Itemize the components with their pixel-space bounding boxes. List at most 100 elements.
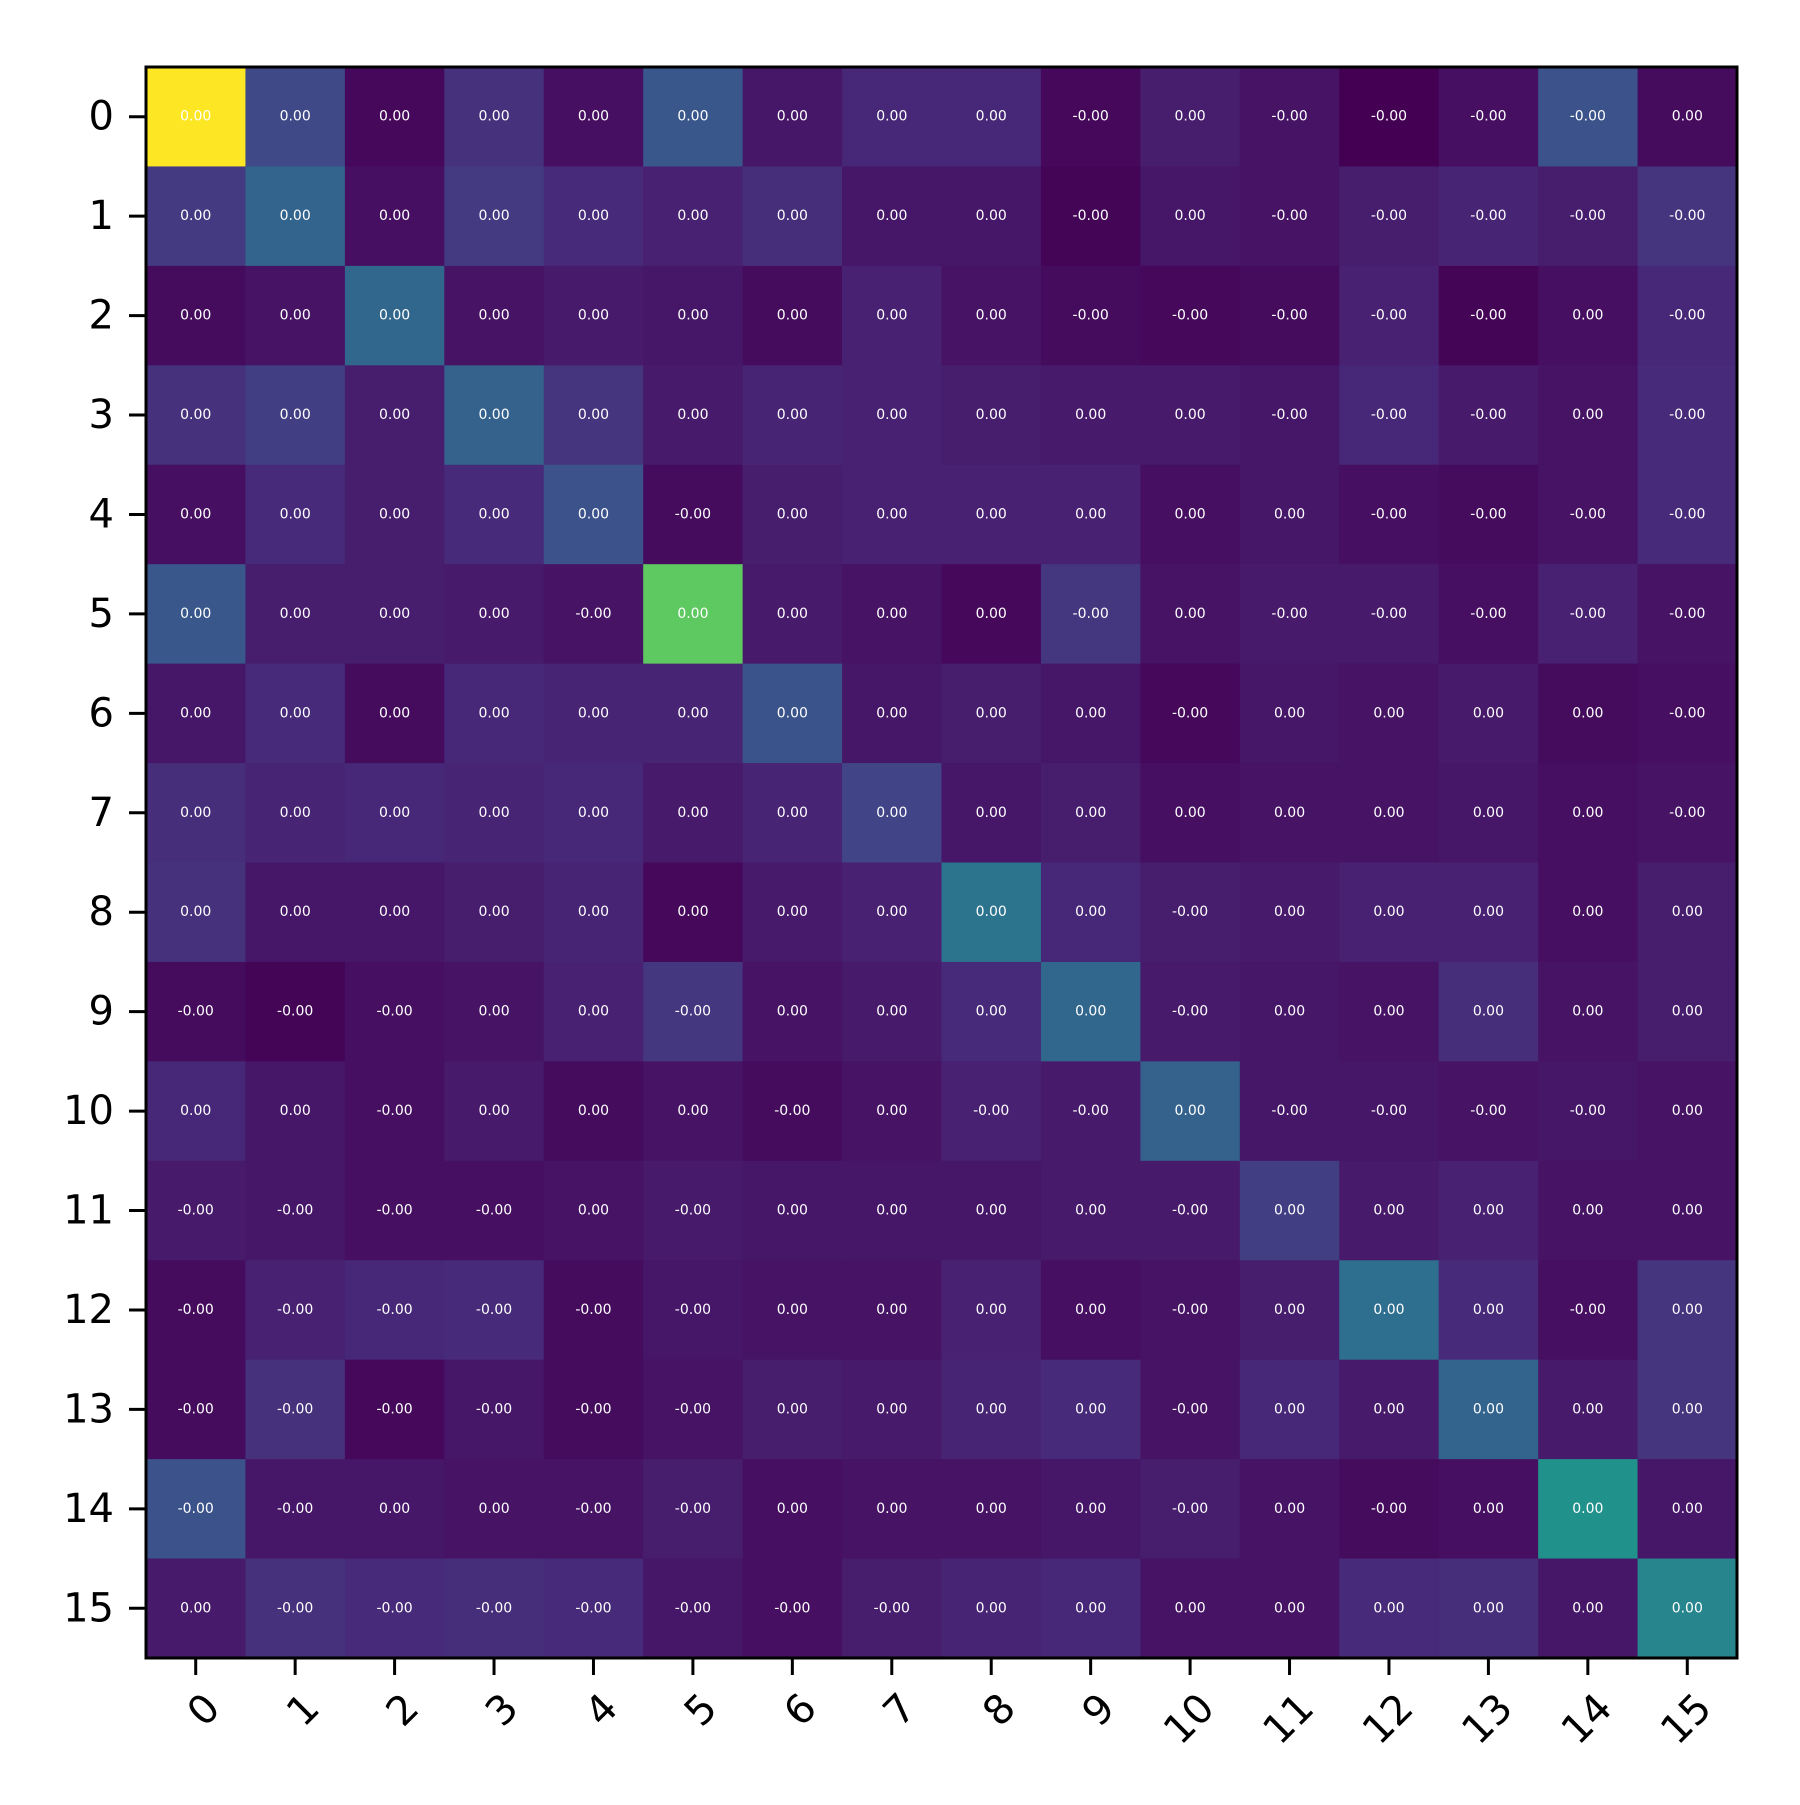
heatmap-cell-r1-c8: [941, 166, 1042, 267]
cell-value-label: 0.00: [677, 805, 708, 821]
cell-value-label: 0.00: [1672, 1600, 1703, 1616]
heatmap-cell-r0-c10: [1140, 67, 1241, 168]
cell-value-label: -0.00: [1669, 208, 1705, 224]
cell-value-label: 0.00: [1572, 1203, 1603, 1219]
heatmap-cell-r4-c15: [1637, 464, 1738, 565]
heatmap-cell-r11-c7: [842, 1160, 943, 1261]
x-tick-label: 12: [1354, 1685, 1423, 1754]
cell-value-label: -0.00: [1371, 506, 1407, 522]
heatmap-cell-r13-c2: [344, 1359, 445, 1460]
heatmap-cell-r11-c0: [146, 1160, 247, 1261]
heatmap-cell-r7-c4: [543, 763, 644, 864]
cell-value-label: 0.00: [379, 506, 410, 522]
cell-value-label: 0.00: [280, 407, 311, 423]
heatmap-cell-r3-c9: [1040, 365, 1141, 466]
cell-value-label: 0.00: [379, 308, 410, 324]
cell-value-label: 0.00: [1572, 1600, 1603, 1616]
cell-value-label: 0.00: [777, 1302, 808, 1318]
heatmap-cell-r12-c12: [1339, 1260, 1440, 1361]
cell-value-label: 0.00: [876, 1401, 907, 1417]
heatmap-cell-r1-c4: [543, 166, 644, 267]
heatmap-cell-r15-c9: [1040, 1558, 1141, 1659]
heatmap-cell-r14-c4: [543, 1459, 644, 1560]
heatmap-cell-r8-c7: [842, 862, 943, 963]
heatmap-cell-r10-c7: [842, 1061, 943, 1162]
heatmap-cell-r13-c11: [1239, 1359, 1340, 1460]
heatmap-cell-r4-c1: [245, 464, 346, 565]
heatmap-cell-r0-c1: [245, 67, 346, 168]
heatmap-cell-r8-c14: [1538, 862, 1639, 963]
heatmap-cell-r14-c7: [842, 1459, 943, 1560]
heatmap-cell-r3-c4: [543, 365, 644, 466]
heatmap-cell-r11-c8: [941, 1160, 1042, 1261]
cell-value-label: 0.00: [976, 805, 1007, 821]
heatmap-cell-r7-c13: [1438, 763, 1539, 864]
cell-value-label: 0.00: [478, 606, 509, 622]
heatmap-cell-r0-c2: [344, 67, 445, 168]
cell-value-label: -0.00: [1669, 805, 1705, 821]
heatmap-cell-r12-c2: [344, 1260, 445, 1361]
cell-value-label: -0.00: [1570, 506, 1606, 522]
heatmap-cell-r9-c12: [1339, 961, 1440, 1062]
cell-value-label: 0.00: [180, 805, 211, 821]
heatmap-cell-r12-c7: [842, 1260, 943, 1361]
cell-value-label: 0.00: [280, 109, 311, 125]
heatmap-cell-r14-c9: [1040, 1459, 1141, 1560]
heatmap-cell-r5-c13: [1438, 564, 1539, 665]
heatmap-cell-r12-c6: [742, 1260, 843, 1361]
cell-value-label: -0.00: [178, 1203, 214, 1219]
cell-value-label: 0.00: [478, 1501, 509, 1517]
cell-value-label: -0.00: [1271, 308, 1307, 324]
cell-value-label: -0.00: [476, 1302, 512, 1318]
cell-value-label: 0.00: [478, 208, 509, 224]
heatmap-cell-r15-c8: [941, 1558, 1042, 1659]
y-tick-label: 8: [89, 889, 114, 935]
heatmap-cell-r13-c8: [941, 1359, 1042, 1460]
cell-value-label: 0.00: [1572, 904, 1603, 920]
heatmap-cell-r10-c13: [1438, 1061, 1539, 1162]
heatmap-cell-r3-c15: [1637, 365, 1738, 466]
cell-value-label: 0.00: [777, 1501, 808, 1517]
cell-value-label: -0.00: [1073, 109, 1109, 125]
heatmap-cell-r15-c2: [344, 1558, 445, 1659]
cell-value-label: -0.00: [1271, 1103, 1307, 1119]
cell-value-label: -0.00: [675, 506, 711, 522]
heatmap-cell-r0-c3: [444, 67, 545, 168]
heatmap-cell-r8-c12: [1339, 862, 1440, 963]
cell-value-label: -0.00: [1172, 705, 1208, 721]
heatmap-cell-r4-c8: [941, 464, 1042, 565]
cell-value-label: -0.00: [178, 1004, 214, 1020]
cell-value-label: 0.00: [180, 606, 211, 622]
heatmap-cell-r9-c11: [1239, 961, 1340, 1062]
cell-value-label: 0.00: [976, 1401, 1007, 1417]
x-tick-label: 15: [1652, 1685, 1721, 1754]
heatmap-cell-r12-c4: [543, 1260, 644, 1361]
heatmap-cell-r6-c3: [444, 663, 545, 764]
heatmap-cell-r10-c14: [1538, 1061, 1639, 1162]
heatmap-cell-r12-c9: [1040, 1260, 1141, 1361]
heatmap-cell-r12-c3: [444, 1260, 545, 1361]
cell-value-label: 0.00: [180, 506, 211, 522]
heatmap-cell-r0-c12: [1339, 67, 1440, 168]
heatmap-cell-r8-c4: [543, 862, 644, 963]
cell-value-label: -0.00: [675, 1501, 711, 1517]
heatmap-cell-r4-c0: [146, 464, 247, 565]
heatmap-cell-r10-c6: [742, 1061, 843, 1162]
cell-value-label: -0.00: [1172, 1203, 1208, 1219]
cell-value-label: 0.00: [1473, 1600, 1504, 1616]
cell-value-label: 0.00: [478, 506, 509, 522]
cell-value-label: 0.00: [1572, 805, 1603, 821]
cell-value-label: 0.00: [478, 1004, 509, 1020]
x-tick-label: 0: [179, 1685, 230, 1736]
x-tick-label: 9: [1074, 1685, 1125, 1736]
cell-value-label: 0.00: [876, 1203, 907, 1219]
cell-value-label: -0.00: [376, 1103, 412, 1119]
cell-value-label: -0.00: [575, 1302, 611, 1318]
heatmap-cell-r2-c2: [344, 265, 445, 366]
heatmap-cell-r4-c2: [344, 464, 445, 565]
heatmap-cell-r7-c9: [1040, 763, 1141, 864]
cell-value-label: 0.00: [379, 805, 410, 821]
cell-value-label: 0.00: [1274, 1203, 1305, 1219]
cell-value-label: -0.00: [774, 1103, 810, 1119]
heatmap-cell-r2-c8: [941, 265, 1042, 366]
